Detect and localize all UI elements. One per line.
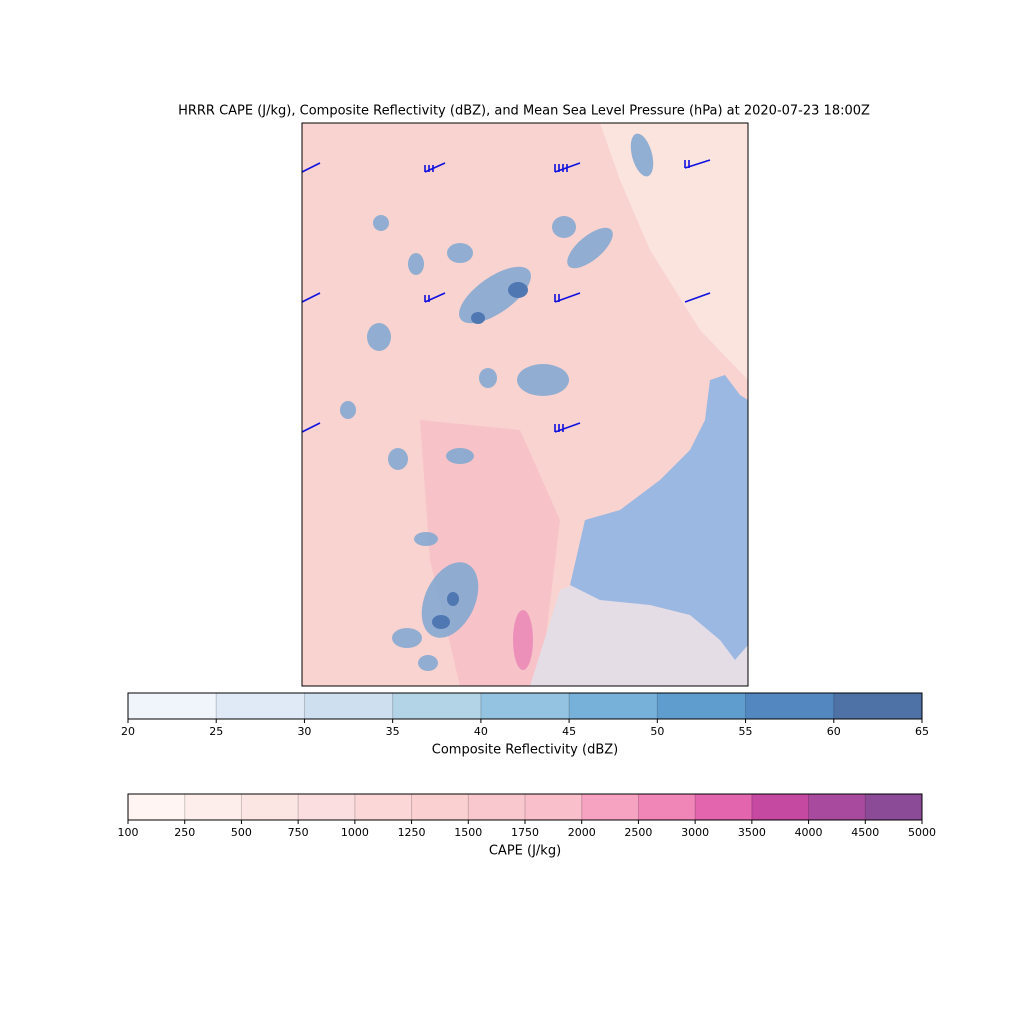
colorbar-segment <box>392 693 482 719</box>
map-frame <box>301 122 749 687</box>
colorbar-tick-label: 750 <box>288 826 309 839</box>
colorbar-tick-label: 4000 <box>795 826 823 839</box>
colorbar-segment <box>581 794 639 820</box>
wind-barbs <box>301 159 711 433</box>
colorbar-segment <box>480 693 570 719</box>
colorbar-frame <box>127 692 923 720</box>
colorbar-tick-label: 3500 <box>738 826 766 839</box>
colorbar-tick-label: 55 <box>739 725 753 738</box>
colorbar-segment <box>184 794 242 820</box>
colorbar-tick-label: 3000 <box>681 826 709 839</box>
colorbar-segment <box>569 693 658 719</box>
colorbar-tick-label: 40 <box>474 725 488 738</box>
colorbar-segment <box>865 794 923 820</box>
colorbar-tick-label: 60 <box>827 725 841 738</box>
colorbar-segment <box>304 693 394 719</box>
reflectivity-cores <box>432 282 528 629</box>
colorbar-tick-label: 1750 <box>511 826 539 839</box>
colorbar-tick-label: 4500 <box>851 826 879 839</box>
colorbar-segment <box>695 794 753 820</box>
colorbar-tick-label: 35 <box>386 725 400 738</box>
colorbar-segment <box>411 794 469 820</box>
colorbar-tick-label: 5000 <box>908 826 936 839</box>
low-cape-area <box>600 123 748 380</box>
colorbar-tick-label: 45 <box>562 725 576 738</box>
colorbar-segment <box>241 794 299 820</box>
colorbar-segment <box>354 794 413 820</box>
colorbar-tick-label: 500 <box>231 826 252 839</box>
colorbar-tick-label: 30 <box>297 725 311 738</box>
colorbar-segment <box>128 794 186 820</box>
colorbar-segment <box>525 794 583 820</box>
colorbar-tick-label: 1500 <box>454 826 482 839</box>
colorbar-tick-label: 50 <box>650 725 664 738</box>
colorbar-tick-label: 1000 <box>341 826 369 839</box>
sea <box>570 375 748 660</box>
colorbar-segment <box>638 794 696 820</box>
colorbar-segment <box>298 794 356 820</box>
colorbar-tick-label: 100 <box>118 826 139 839</box>
colorbar-segment <box>128 693 217 719</box>
colorbar-segment <box>468 794 526 820</box>
colorbar-segment <box>657 693 747 719</box>
colorbar-label: Composite Reflectivity (dBZ) <box>432 743 618 758</box>
colorbar-tick-label: 2000 <box>568 826 596 839</box>
colorbar-tick-label: 20 <box>121 725 135 738</box>
colorbar-frame <box>127 793 923 821</box>
colorbar-tick-label: 2500 <box>624 826 652 839</box>
colorbar-segment <box>751 794 810 820</box>
high-cape-spot <box>513 610 533 670</box>
colorbar-segment <box>833 693 923 719</box>
colorbar-segment <box>216 693 305 719</box>
colorbar-tick-label: 250 <box>174 826 195 839</box>
colorbar-tick-label: 65 <box>915 725 929 738</box>
colorbar-segment <box>745 693 835 719</box>
colorbar-segment <box>808 794 866 820</box>
colorbar-tick-label: 1250 <box>398 826 426 839</box>
map-title: HRRR CAPE (J/kg), Composite Reflectivity… <box>178 104 870 119</box>
colorbar-tick-label: 25 <box>209 725 223 738</box>
colorbar-label: CAPE (J/kg) <box>489 844 561 859</box>
map <box>301 122 749 687</box>
